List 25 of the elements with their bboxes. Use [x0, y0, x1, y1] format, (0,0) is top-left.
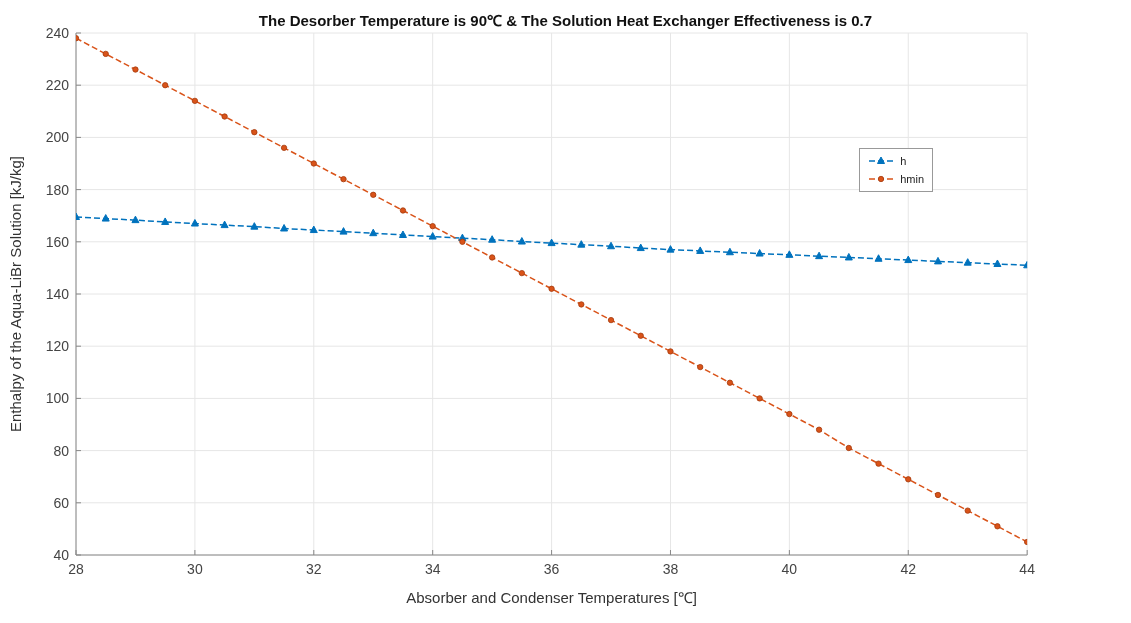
x-axis-title: Absorber and Condenser Temperatures [℃] [406, 589, 697, 606]
chart-title: The Desorber Temperature is 90℃ & The Solution Heat Exchanger Effectiveness is 0.7 [258, 12, 873, 29]
y-tick-label: 40 [53, 546, 70, 563]
y-tick-label: 60 [53, 494, 70, 511]
y-tick-label: 140 [45, 285, 70, 302]
y-tick-label: 120 [45, 338, 70, 355]
x-tick-label: 28 [68, 560, 84, 577]
x-tick-label: 36 [543, 560, 560, 577]
x-tick-label: 38 [662, 560, 679, 577]
x-tick-label: 30 [187, 560, 203, 577]
y-tick-label: 240 [45, 24, 70, 41]
y-tick-label: 100 [45, 390, 70, 407]
y-tick-label: 160 [45, 233, 70, 250]
y-axis-title: Enthalpy of the Aqua-LiBr Solution [kJ/kg] [7, 156, 25, 432]
legend-label: h [900, 155, 907, 167]
x-tick-label: 40 [781, 560, 798, 577]
y-tick-label: 200 [45, 129, 70, 146]
x-tick-label: 32 [306, 560, 322, 577]
x-tick-label: 44 [1019, 560, 1036, 577]
x-tick-label: 34 [424, 560, 441, 577]
y-tick-label: 180 [45, 181, 70, 198]
x-tick-label: 42 [900, 560, 917, 577]
legend-label: hmin [900, 173, 924, 185]
y-tick-label: 80 [53, 442, 70, 459]
y-tick-label: 220 [45, 77, 70, 94]
